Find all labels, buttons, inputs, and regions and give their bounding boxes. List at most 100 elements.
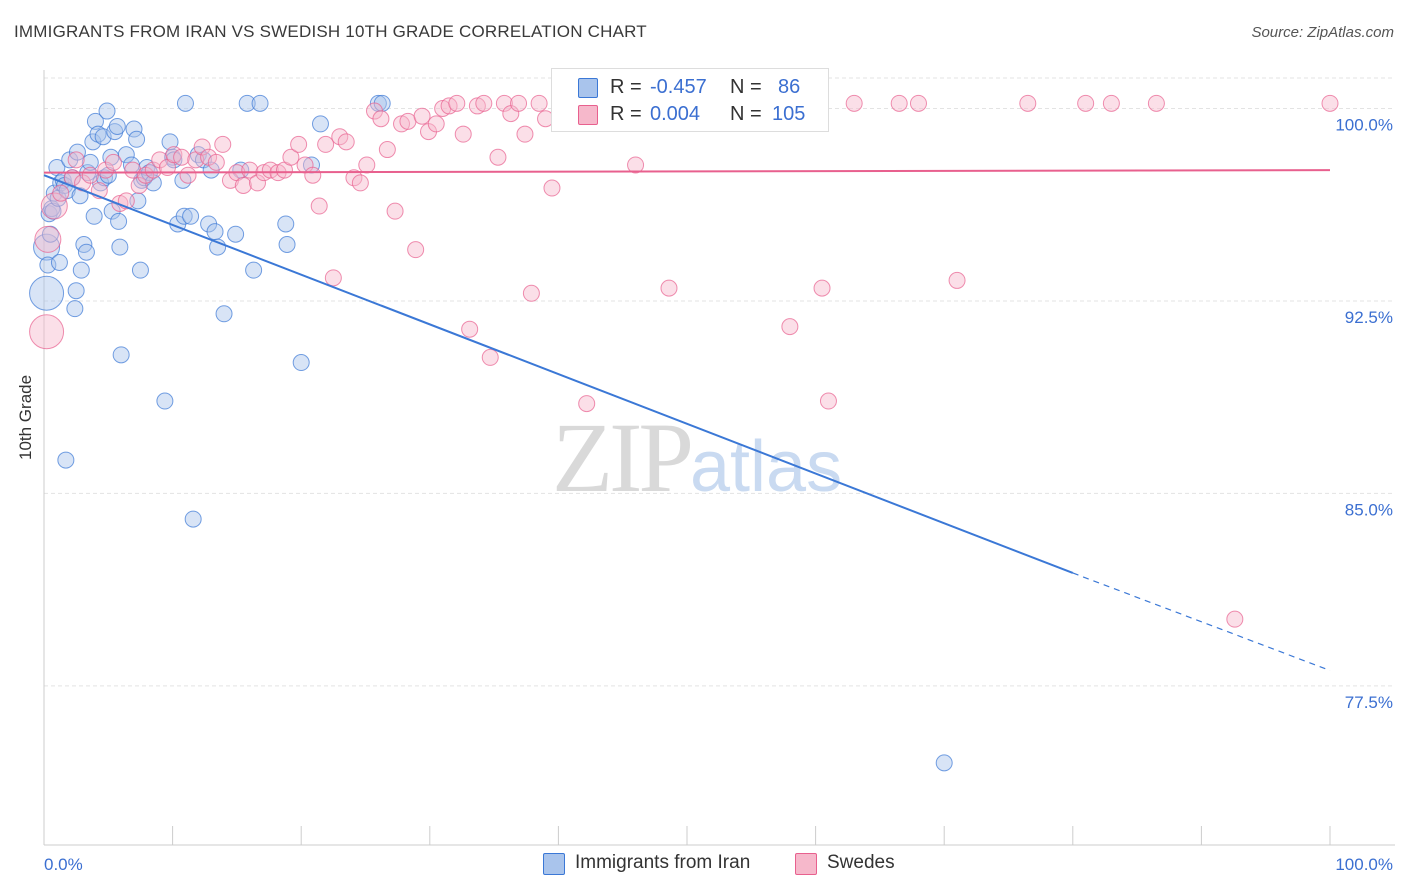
- data-point: [448, 94, 466, 112]
- data-point: [104, 153, 122, 171]
- data-point: [248, 174, 266, 192]
- y-tick-label: 100.0%: [1335, 115, 1393, 134]
- data-point: [175, 207, 193, 225]
- data-point: [578, 395, 596, 413]
- legend-r-value: 0.004: [650, 103, 701, 125]
- data-point: [311, 115, 329, 133]
- data-point: [67, 282, 85, 300]
- data-point: [131, 261, 149, 279]
- data-point: [144, 161, 162, 179]
- data-point: [67, 151, 85, 169]
- data-point: [948, 271, 966, 289]
- data-point: [89, 125, 107, 143]
- data-point: [372, 110, 390, 128]
- data-point: [117, 146, 135, 164]
- data-point: [241, 161, 259, 179]
- data-point: [173, 148, 191, 166]
- data-point: [106, 123, 124, 141]
- data-point: [627, 156, 645, 174]
- data-point: [1019, 94, 1037, 112]
- data-point: [1226, 610, 1244, 628]
- data-point: [238, 94, 256, 112]
- data-point: [112, 346, 130, 364]
- series-swedes: [29, 94, 1339, 628]
- data-point: [909, 94, 927, 112]
- data-point: [543, 179, 561, 197]
- data-point: [413, 107, 431, 125]
- data-point: [337, 133, 355, 151]
- data-point: [351, 174, 369, 192]
- data-point: [1077, 94, 1095, 112]
- data-point: [277, 215, 295, 233]
- data-point: [234, 176, 252, 194]
- legend-r-label: R =: [610, 103, 642, 125]
- data-point: [29, 314, 65, 350]
- data-point: [481, 348, 499, 366]
- data-point: [81, 166, 99, 184]
- y-tick-label: 77.5%: [1345, 693, 1393, 712]
- series-immigrants-from-iran: [29, 94, 953, 772]
- bottom-legend-label-swedes: Swedes: [827, 852, 895, 873]
- data-point: [510, 94, 528, 112]
- bottom-legend-label-iran: Immigrants from Iran: [575, 852, 751, 873]
- data-point: [454, 125, 472, 143]
- source-credit: Source: ZipAtlas.com: [1251, 24, 1394, 41]
- data-point: [489, 148, 507, 166]
- chart-title: IMMIGRANTS FROM IRAN VS SWEDISH 10TH GRA…: [14, 22, 647, 41]
- data-point: [193, 138, 211, 156]
- trend-line-iran: [43, 174, 1074, 574]
- data-point: [81, 153, 99, 171]
- data-point: [86, 112, 104, 130]
- data-point: [251, 94, 269, 112]
- legend-row-iran: R = -0.457 N = 86: [552, 73, 828, 101]
- data-point: [52, 184, 70, 202]
- x-tick-label-right: 100.0%: [1335, 855, 1393, 874]
- data-point: [124, 161, 142, 179]
- data-point: [128, 130, 146, 148]
- data-point: [495, 94, 513, 112]
- data-point: [179, 166, 197, 184]
- legend-r-value: -0.457: [650, 76, 707, 98]
- legend-n-label: N =: [730, 103, 762, 125]
- data-point: [214, 135, 232, 153]
- data-point: [1102, 94, 1120, 112]
- data-point: [290, 135, 308, 153]
- data-point: [129, 192, 147, 210]
- trend-lines: [43, 169, 1331, 672]
- tick-labels: 77.5% 85.0% 92.5% 100.0% 0.0% 100.0%: [44, 115, 1393, 874]
- data-point: [317, 135, 335, 153]
- data-point: [99, 166, 117, 184]
- data-point: [1321, 94, 1339, 112]
- data-point: [245, 261, 263, 279]
- data-point: [282, 148, 300, 166]
- data-point: [72, 261, 90, 279]
- data-point: [399, 112, 417, 130]
- data-point: [111, 238, 129, 256]
- data-point: [324, 269, 342, 287]
- data-point: [29, 275, 65, 311]
- data-point: [108, 117, 126, 135]
- data-point: [819, 392, 837, 410]
- data-point: [156, 392, 174, 410]
- data-point: [50, 253, 68, 271]
- correlation-legend: R = -0.457 N = 86 R = 0.004 N = 105: [551, 68, 829, 132]
- legend-swatch-blue: [578, 78, 598, 98]
- y-axis-label: 10th Grade: [16, 374, 35, 460]
- data-point: [77, 243, 95, 261]
- data-point: [310, 197, 328, 215]
- data-point: [130, 176, 148, 194]
- data-point: [427, 115, 445, 133]
- legend-r-label: R =: [610, 76, 642, 98]
- data-point: [530, 94, 548, 112]
- x-tick-label-left: 0.0%: [44, 855, 83, 874]
- data-point: [33, 233, 61, 261]
- data-point: [66, 300, 84, 318]
- data-point: [182, 207, 200, 225]
- data-point: [407, 241, 425, 259]
- data-point: [189, 146, 207, 164]
- bottom-legend-swatch-pink: [795, 853, 817, 875]
- data-point: [845, 94, 863, 112]
- data-point: [935, 754, 953, 772]
- data-point: [85, 207, 103, 225]
